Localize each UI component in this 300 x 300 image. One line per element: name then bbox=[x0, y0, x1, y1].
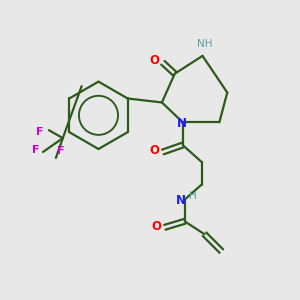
Text: N: N bbox=[177, 117, 187, 130]
Text: F: F bbox=[32, 145, 40, 155]
Text: N: N bbox=[176, 194, 186, 207]
Text: F: F bbox=[36, 127, 44, 137]
Text: O: O bbox=[149, 145, 159, 158]
Text: O: O bbox=[149, 54, 159, 67]
Text: O: O bbox=[151, 220, 161, 233]
Text: NH: NH bbox=[197, 39, 212, 49]
Text: F: F bbox=[57, 146, 64, 156]
Text: H: H bbox=[189, 190, 196, 201]
